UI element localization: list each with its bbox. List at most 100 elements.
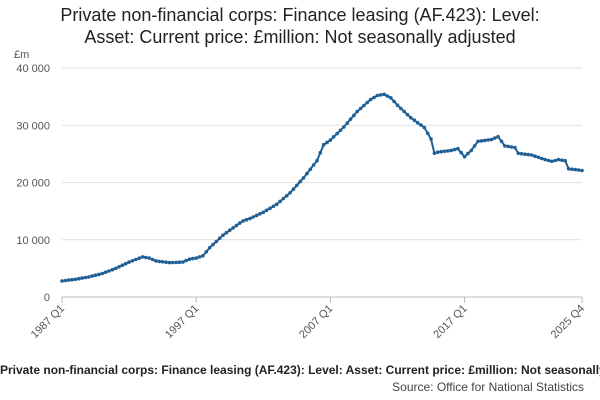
data-point <box>254 213 259 218</box>
data-point <box>358 106 363 111</box>
data-point <box>402 109 407 114</box>
data-point <box>87 275 91 279</box>
y-tick-label: 20 000 <box>16 178 50 190</box>
data-point <box>234 223 239 228</box>
y-tick-label: 10 000 <box>16 235 50 247</box>
data-point <box>439 149 443 154</box>
data-point <box>533 154 537 158</box>
data-point <box>378 93 383 97</box>
data-point <box>83 275 88 280</box>
data-point <box>301 176 306 180</box>
data-point <box>167 260 172 265</box>
data-point <box>563 158 567 163</box>
data-point <box>103 270 108 275</box>
data-point <box>291 187 296 191</box>
data-point <box>526 152 531 157</box>
data-point <box>154 259 158 263</box>
data-point <box>97 272 101 277</box>
data-point <box>261 210 266 215</box>
x-tick-label: 2007 Q1 <box>297 303 335 341</box>
data-point <box>469 148 474 153</box>
data-point <box>348 117 353 121</box>
x-tick-label: 2017 Q1 <box>431 303 469 341</box>
data-point <box>570 167 574 171</box>
data-point <box>479 139 484 143</box>
data-point <box>321 142 326 147</box>
data-point <box>422 125 427 130</box>
data-point <box>493 136 497 140</box>
data-point <box>415 120 420 125</box>
data-point <box>160 260 165 264</box>
data-point <box>63 278 68 283</box>
data-point <box>93 273 98 278</box>
data-point <box>392 99 396 104</box>
data-point <box>100 271 105 276</box>
data-point <box>241 219 245 223</box>
data-point <box>211 242 215 247</box>
data-point <box>375 93 380 98</box>
data-point <box>170 260 175 265</box>
data-point <box>446 149 450 153</box>
data-point <box>325 140 329 145</box>
data-point <box>107 269 111 273</box>
data-point <box>466 151 470 156</box>
data-point <box>221 233 225 237</box>
data-point <box>194 256 198 260</box>
series-line <box>61 93 583 282</box>
data-point <box>412 118 417 122</box>
data-point <box>140 255 145 259</box>
data-point <box>174 260 178 265</box>
data-point <box>342 125 346 129</box>
data-point <box>298 179 303 184</box>
data-point <box>244 217 249 222</box>
data-point <box>315 158 319 163</box>
data-point <box>352 113 356 118</box>
data-point <box>278 199 282 204</box>
data-point <box>181 260 185 264</box>
data-point <box>499 139 504 144</box>
data-point <box>573 167 578 172</box>
y-tick-label: 30 000 <box>16 120 50 132</box>
data-point <box>281 196 286 201</box>
data-point <box>150 257 155 262</box>
y-tick-label: 40 000 <box>16 63 50 75</box>
data-point <box>134 257 138 262</box>
data-point <box>144 255 148 260</box>
data-point <box>328 138 333 142</box>
data-point <box>503 144 507 148</box>
data-point <box>60 279 64 283</box>
data-point <box>459 150 464 155</box>
data-point <box>509 145 514 149</box>
data-point <box>385 94 390 98</box>
data-point <box>137 256 141 261</box>
data-point <box>429 137 433 141</box>
data-point <box>368 97 373 102</box>
data-point <box>217 236 222 241</box>
footer-title-text: Private non-financial corps: Finance lea… <box>0 363 600 377</box>
data-point <box>409 116 413 120</box>
data-point <box>365 100 370 105</box>
x-tick-label: 2025 Q4 <box>549 303 587 341</box>
data-point <box>580 168 584 173</box>
data-point <box>566 167 571 171</box>
data-point <box>274 202 279 207</box>
data-point <box>251 215 255 219</box>
data-point <box>556 157 561 162</box>
data-point <box>395 103 400 107</box>
data-point <box>452 147 457 152</box>
footer-title: Private non-financial corps: Finance lea… <box>0 363 600 377</box>
data-point <box>77 276 81 281</box>
data-point <box>442 149 447 154</box>
data-point <box>231 226 235 230</box>
data-point <box>147 256 151 260</box>
y-tick-label: 0 <box>44 292 50 304</box>
data-point <box>516 151 521 156</box>
data-point <box>268 206 272 211</box>
data-point <box>227 228 232 233</box>
data-point <box>355 109 360 114</box>
data-point <box>130 259 135 263</box>
data-point <box>204 250 209 254</box>
data-point <box>362 103 366 108</box>
data-point <box>224 230 229 235</box>
data-point <box>560 158 564 162</box>
